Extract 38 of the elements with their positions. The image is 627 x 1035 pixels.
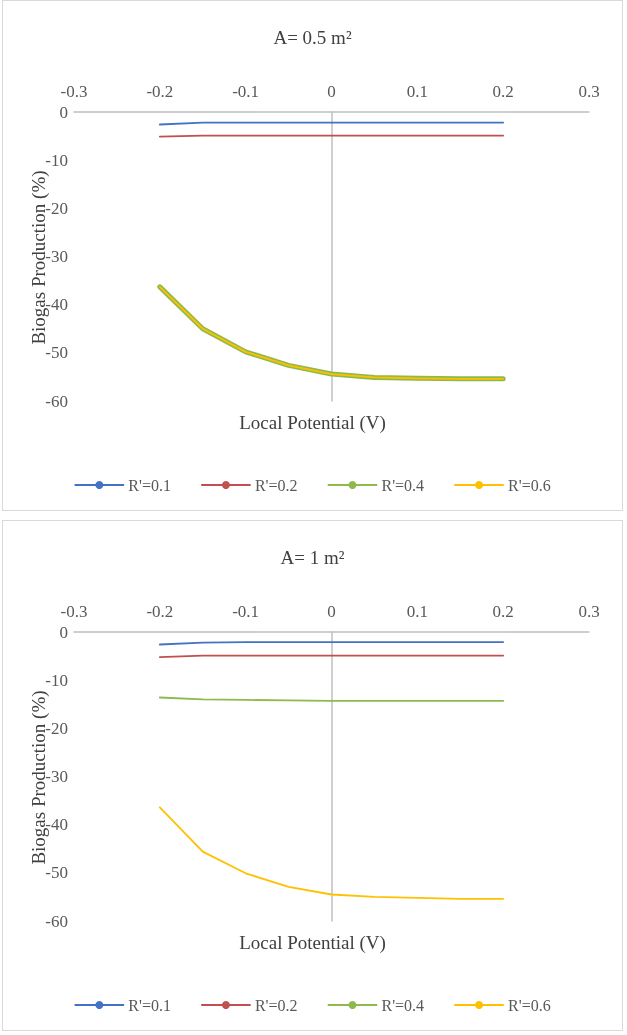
chart-title: A= 1 m² xyxy=(280,547,345,568)
legend-label: R'=0.4 xyxy=(381,996,425,1014)
y-tick-label: -30 xyxy=(45,767,68,786)
x-tick-label: -0.3 xyxy=(60,602,88,621)
x-tick-label: -0.3 xyxy=(60,82,88,101)
legend-label: R'=0.1 xyxy=(128,476,171,494)
y-tick-label: -60 xyxy=(45,391,68,411)
y-tick-label: -30 xyxy=(45,247,68,266)
chart-title: A= 0.5 m² xyxy=(273,27,352,48)
y-tick-label: -50 xyxy=(45,863,68,883)
y-tick-label: -60 xyxy=(45,911,68,931)
y-tick-label: -10 xyxy=(45,670,68,690)
x-tick-label: 0.2 xyxy=(492,602,514,621)
legend-label: R'=0.2 xyxy=(254,996,298,1014)
y-tick-label: -10 xyxy=(45,150,68,170)
x-tick-label: -0.2 xyxy=(146,602,174,621)
x-axis-title: Local Potential (V) xyxy=(239,932,386,954)
x-tick-label: 0.2 xyxy=(492,82,514,101)
legend-label: R'=0.6 xyxy=(508,476,551,494)
x-tick-label: -0.1 xyxy=(232,602,260,621)
y-tick-label: -50 xyxy=(45,343,68,363)
x-tick-label: 0.1 xyxy=(406,602,428,621)
x-tick-label: 0 xyxy=(327,602,336,621)
legend-label: R'=0.6 xyxy=(508,996,551,1014)
legend-label: R'=0.4 xyxy=(381,476,425,494)
y-tick-label: -20 xyxy=(45,198,68,218)
legend-label: R'=0.1 xyxy=(128,996,171,1014)
x-tick-label: -0.1 xyxy=(232,82,260,101)
x-axis-title: Local Potential (V) xyxy=(239,412,386,434)
x-tick-label: 0 xyxy=(327,82,336,101)
legend-label: R'=0.2 xyxy=(254,476,298,494)
y-tick-label: 0 xyxy=(59,622,68,642)
x-tick-label: 0.3 xyxy=(578,82,600,101)
x-tick-label: 0.1 xyxy=(406,82,428,101)
y-tick-label: -20 xyxy=(45,718,68,738)
y-tick-label: 0 xyxy=(59,102,68,122)
x-tick-label: 0.3 xyxy=(578,602,600,621)
x-tick-label: -0.2 xyxy=(146,82,174,101)
